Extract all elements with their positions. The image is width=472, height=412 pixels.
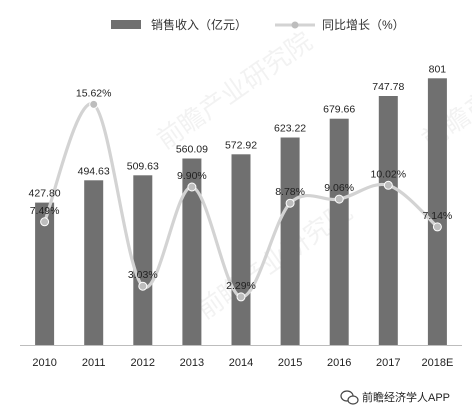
bar-2010: [35, 202, 55, 345]
x-tick-label-2016: 2016: [327, 357, 351, 369]
line-series: [40, 99, 442, 302]
bar-value-label-2014: 572.92: [225, 139, 257, 151]
growth-line: [43, 102, 439, 299]
x-tick-label-2018E: 2018E: [421, 357, 453, 369]
growth-value-label-2010: 7.49%: [30, 205, 60, 217]
legend-swatch-bar: [111, 20, 141, 29]
bar-2011: [84, 180, 104, 345]
bar-value-label-2011: 494.63: [78, 165, 110, 177]
x-tick-label-2014: 2014: [229, 357, 253, 369]
bar-value-label-2015: 623.22: [274, 123, 306, 135]
bar-value-label-2017: 747.78: [372, 81, 404, 93]
growth-point-2010: [40, 217, 50, 227]
x-tick-label-2013: 2013: [180, 357, 204, 369]
growth-point-2017: [383, 180, 393, 190]
bar-value-label-2018E: 801: [429, 63, 447, 75]
legend-item-line: 同比增长（%）: [275, 18, 405, 32]
bar-value-label-2010: 427.80: [29, 188, 61, 200]
growth-value-label-2011: 15.62%: [76, 87, 112, 99]
growth-point-2012: [138, 281, 148, 291]
bar-2012: [133, 175, 153, 345]
x-axis: 2010 2011 2012 2013 2014 2015 2016 2017 2018E: [20, 345, 462, 369]
bar-2014: [231, 154, 251, 345]
x-tick-label-2015: 2015: [278, 357, 302, 369]
growth-value-label-2014: 2.29%: [226, 280, 256, 292]
growth-value-label-2016: 9.06%: [324, 182, 354, 194]
legend-label-bar: 销售收入（亿元）: [151, 17, 247, 32]
x-tick-label-2010: 2010: [32, 357, 56, 369]
growth-value-label-2017: 10.02%: [370, 168, 406, 180]
growth-point-2018E: [432, 222, 442, 232]
growth-point-2015: [285, 198, 295, 208]
growth-value-label-2015: 8.78%: [275, 186, 305, 198]
growth-value-label-2013: 9.90%: [177, 170, 207, 182]
x-tick-label-2017: 2017: [376, 357, 400, 369]
growth-point-2011: [89, 99, 99, 109]
bar-2017: [378, 96, 398, 345]
bar-2013: [182, 158, 202, 345]
wechat-icon-bubble-2: [347, 395, 359, 405]
legend-item-bar: 销售收入（亿元）: [111, 17, 247, 32]
source-text: 前瞻经济学人APP: [362, 390, 450, 404]
growth-value-label-2012: 3.03%: [128, 269, 158, 281]
legend-label-line: 同比增长（%）: [322, 18, 405, 32]
bar-value-label-2013: 560.09: [176, 144, 208, 156]
bar-2016: [329, 118, 349, 345]
growth-point-2014: [236, 292, 246, 302]
bar-value-label-2012: 509.63: [127, 160, 159, 172]
bar-value-label-2016: 679.66: [323, 104, 355, 116]
source-credit: 前瞻经济学人APP: [340, 390, 450, 405]
x-tick-label-2012: 2012: [131, 357, 155, 369]
bar-2018E: [427, 78, 447, 346]
x-tick-label-2011: 2011: [82, 357, 106, 369]
growth-value-label-2018E: 7.14%: [423, 210, 453, 222]
watermark-text: 前瞻产业研究院: [151, 26, 317, 155]
bar-2015: [280, 137, 300, 345]
data-labels: 427.80 494.63 509.63 560.09 572.92 623.22 679.…: [29, 63, 453, 292]
bar-series: [35, 78, 447, 346]
legend: 销售收入（亿元） 同比增长（%）: [111, 17, 405, 32]
legend-swatch-marker: [291, 21, 299, 29]
growth-point-2016: [334, 194, 344, 204]
growth-point-2013: [187, 182, 197, 192]
wechat-icon: [340, 390, 359, 405]
